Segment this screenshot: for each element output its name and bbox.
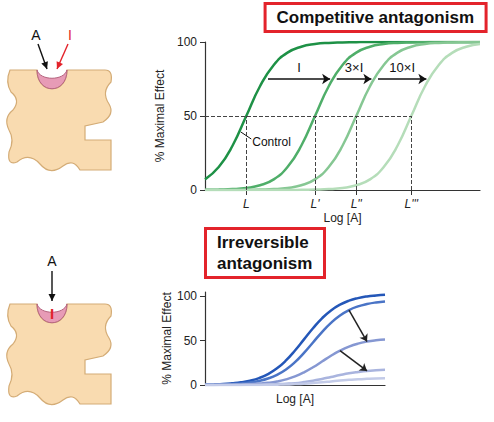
svg-text:antagonism: antagonism	[217, 254, 312, 273]
svg-text:3×I: 3×I	[345, 60, 363, 75]
svg-text:Log [A]: Log [A]	[276, 392, 314, 406]
svg-text:A: A	[47, 253, 57, 269]
svg-text:50: 50	[184, 109, 198, 123]
svg-text:0: 0	[190, 378, 197, 392]
svg-text:Log [A]: Log [A]	[323, 211, 361, 225]
svg-text:I: I	[50, 305, 54, 322]
svg-text:A: A	[31, 27, 41, 43]
svg-text:I: I	[297, 60, 301, 75]
svg-text:L''': L'''	[404, 197, 418, 211]
svg-text:L'': L''	[351, 197, 363, 211]
svg-text:L': L'	[311, 197, 321, 211]
svg-text:100: 100	[177, 289, 197, 303]
svg-text:Irreversible: Irreversible	[217, 233, 309, 252]
svg-text:% Maximal Effect: % Maximal Effect	[153, 69, 167, 162]
svg-text:% Maximal Effect: % Maximal Effect	[160, 292, 174, 385]
svg-text:10×I: 10×I	[389, 60, 415, 75]
svg-text:0: 0	[190, 183, 197, 197]
svg-text:100: 100	[177, 35, 197, 49]
svg-text:L: L	[243, 197, 250, 211]
svg-text:Competitive antagonism: Competitive antagonism	[277, 8, 474, 27]
svg-text:I: I	[68, 27, 72, 43]
svg-text:50: 50	[184, 334, 198, 348]
svg-text:Control: Control	[252, 135, 291, 149]
